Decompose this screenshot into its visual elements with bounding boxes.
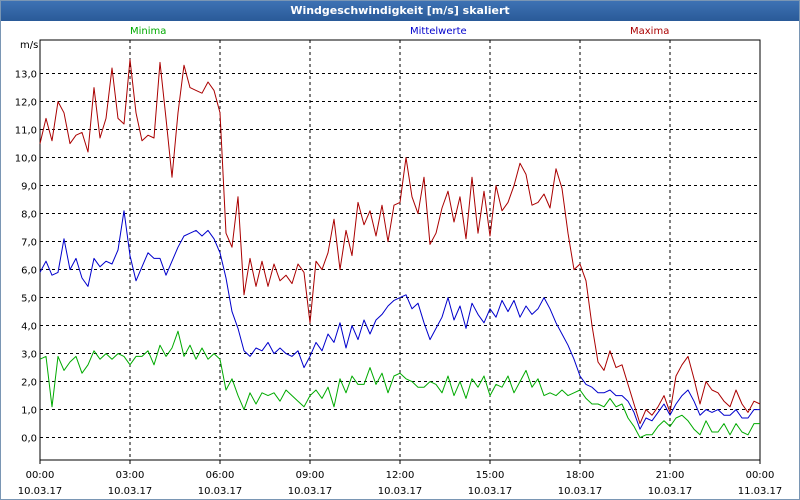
chart-title: Windgeschwindigkeit [m/s] skaliert — [1, 1, 799, 21]
legend-entry-mittelwerte: Mittelwerte — [410, 26, 467, 37]
y-tick-label: 9,0 — [21, 182, 37, 193]
series-line-mittelwerte — [39, 210, 760, 430]
y-tick-label: 0,0 — [21, 434, 37, 445]
x-tick-date: 10.03.17 — [288, 486, 333, 497]
y-tick-label: 8,0 — [21, 210, 37, 221]
y-tick-label: 2,0 — [21, 378, 37, 389]
x-tick-date: 11.03.17 — [738, 486, 783, 497]
axes: 0,0 1,0 2,0 3,0 4,0 5,0 6,0 7,0 8,0 9,0 10,0 11,0 12… — [15, 70, 783, 497]
legend-entry-minima: Minima — [130, 26, 166, 37]
y-axis-label: m/s — [20, 40, 38, 51]
x-tick-time: 15:00 — [476, 470, 505, 481]
x-tick-time: 06:00 — [206, 470, 235, 481]
x-tick-date: 10.03.17 — [18, 486, 63, 497]
x-tick-date: 10.03.17 — [558, 486, 603, 497]
y-tick-label: 4,0 — [21, 322, 37, 333]
y-tick-label: 5,0 — [21, 294, 37, 305]
series-line-maxima — [39, 59, 761, 425]
y-tick-label: 10,0 — [15, 154, 37, 165]
y-tick-label: 12,0 — [15, 98, 37, 109]
x-tick-time: 00:00 — [26, 470, 55, 481]
x-tick-date: 10.03.17 — [468, 486, 513, 497]
x-tick-date: 10.03.17 — [648, 486, 693, 497]
legend: Minima Mittelwerte Maxima — [130, 26, 669, 37]
x-tick-time: 09:00 — [296, 470, 325, 481]
x-tick-time: 18:00 — [566, 470, 595, 481]
y-tick-label: 7,0 — [21, 238, 37, 249]
y-tick-label: 13,0 — [15, 70, 37, 81]
x-tick-date: 10.03.17 — [378, 486, 423, 497]
series — [39, 59, 761, 439]
x-tick-time: 00:00 — [746, 470, 775, 481]
y-tick-label: 6,0 — [21, 266, 37, 277]
series-line-minima — [39, 330, 760, 439]
x-tick-date: 10.03.17 — [108, 486, 153, 497]
y-tick-label: 3,0 — [21, 350, 37, 361]
x-tick-time: 12:00 — [386, 470, 415, 481]
legend-entry-maxima: Maxima — [630, 26, 669, 37]
y-tick-label: 11,0 — [15, 126, 37, 137]
x-tick-time: 03:00 — [116, 470, 145, 481]
y-tick-label: 1,0 — [21, 406, 37, 417]
x-tick-time: 21:00 — [656, 470, 685, 481]
x-tick-date: 10.03.17 — [198, 486, 243, 497]
